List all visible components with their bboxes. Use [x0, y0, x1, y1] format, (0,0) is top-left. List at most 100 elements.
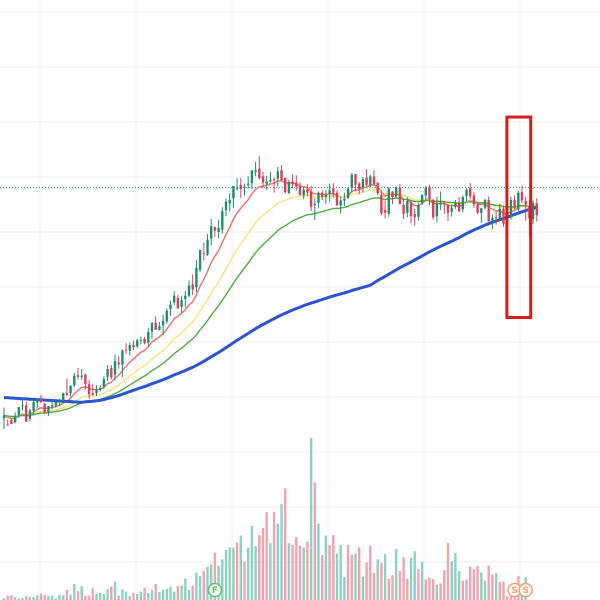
- candle-body[interactable]: [524, 201, 527, 205]
- candle-body[interactable]: [531, 202, 535, 219]
- candle-body[interactable]: [509, 199, 513, 218]
- candle-body[interactable]: [291, 181, 294, 185]
- candle-body[interactable]: [232, 185, 235, 199]
- candle-body[interactable]: [276, 171, 279, 179]
- candle-body[interactable]: [494, 217, 498, 219]
- candle-body[interactable]: [332, 188, 335, 193]
- candle-body[interactable]: [50, 405, 54, 407]
- candle-body[interactable]: [136, 340, 139, 347]
- candle-body[interactable]: [369, 176, 372, 185]
- candle-body[interactable]: [387, 188, 390, 214]
- candle-body[interactable]: [435, 203, 439, 217]
- candle-body[interactable]: [139, 339, 143, 341]
- candle-body[interactable]: [224, 201, 228, 210]
- candle-body[interactable]: [73, 375, 76, 386]
- candle-body[interactable]: [117, 362, 120, 365]
- candle-body[interactable]: [417, 204, 420, 217]
- candle-body[interactable]: [439, 202, 442, 205]
- candle-body[interactable]: [28, 410, 32, 419]
- candle-body[interactable]: [372, 176, 376, 185]
- candle-body[interactable]: [339, 200, 342, 206]
- candle-body[interactable]: [243, 186, 246, 188]
- candle-body[interactable]: [446, 204, 450, 213]
- candle-body[interactable]: [365, 177, 368, 185]
- candle-body[interactable]: [261, 176, 265, 183]
- candle-body[interactable]: [32, 402, 35, 411]
- candle-body[interactable]: [154, 322, 157, 330]
- candle-body[interactable]: [6, 424, 9, 426]
- candle-body[interactable]: [184, 295, 187, 300]
- candle-body[interactable]: [91, 393, 94, 395]
- candle-body[interactable]: [99, 388, 102, 390]
- candle-body[interactable]: [432, 199, 435, 218]
- candle-body[interactable]: [110, 367, 113, 378]
- candle-body[interactable]: [36, 398, 39, 403]
- candle-body[interactable]: [228, 199, 231, 204]
- candle-body[interactable]: [169, 304, 172, 310]
- candle-body[interactable]: [280, 170, 283, 181]
- candle-body[interactable]: [302, 189, 305, 196]
- candle-body[interactable]: [165, 310, 168, 322]
- candle-body[interactable]: [480, 208, 483, 213]
- candle-body[interactable]: [469, 188, 472, 197]
- candle-body[interactable]: [25, 405, 28, 422]
- candle-body[interactable]: [535, 203, 538, 216]
- candle-body[interactable]: [420, 194, 424, 203]
- candle-body[interactable]: [335, 192, 339, 206]
- candle-body[interactable]: [398, 187, 402, 204]
- candle-body[interactable]: [269, 179, 272, 182]
- candle-body[interactable]: [62, 393, 65, 401]
- candle-body[interactable]: [487, 199, 490, 222]
- candle-body[interactable]: [517, 192, 520, 210]
- candle-body[interactable]: [210, 226, 213, 239]
- candle-body[interactable]: [150, 322, 154, 332]
- candle-body[interactable]: [358, 183, 361, 190]
- candle-body[interactable]: [191, 284, 194, 290]
- candle-body[interactable]: [350, 174, 353, 189]
- event-marker[interactable]: [518, 582, 533, 598]
- candle-body[interactable]: [402, 204, 405, 214]
- candle-body[interactable]: [450, 207, 453, 212]
- candle-body[interactable]: [176, 297, 180, 309]
- candle-body[interactable]: [239, 184, 242, 190]
- candle-body[interactable]: [69, 385, 72, 394]
- candle-body[interactable]: [43, 403, 46, 413]
- candle-body[interactable]: [454, 203, 457, 207]
- candle-body[interactable]: [383, 210, 387, 213]
- candle-body[interactable]: [272, 179, 276, 181]
- candle-body[interactable]: [465, 189, 468, 196]
- candle-body[interactable]: [391, 191, 394, 198]
- candle-body[interactable]: [428, 187, 431, 200]
- candle-body[interactable]: [502, 208, 505, 224]
- candle-body[interactable]: [65, 393, 69, 395]
- candle-body[interactable]: [461, 197, 464, 210]
- candle-body[interactable]: [472, 195, 476, 205]
- candle-body[interactable]: [513, 199, 516, 209]
- candle-body[interactable]: [206, 239, 209, 255]
- candle-body[interactable]: [483, 199, 487, 208]
- candle-body[interactable]: [113, 361, 117, 375]
- candle-body[interactable]: [343, 198, 346, 201]
- candle-body[interactable]: [346, 188, 350, 199]
- candle-body[interactable]: [84, 374, 87, 385]
- candle-body[interactable]: [102, 379, 106, 387]
- candle-body[interactable]: [147, 332, 150, 343]
- candle-body[interactable]: [298, 186, 302, 195]
- candle-body[interactable]: [491, 217, 494, 221]
- candle-body[interactable]: [295, 182, 298, 187]
- candle-body[interactable]: [443, 202, 446, 205]
- candle-body[interactable]: [284, 178, 287, 193]
- candle-body[interactable]: [187, 285, 191, 296]
- candle-body[interactable]: [10, 420, 13, 424]
- candle-body[interactable]: [173, 295, 176, 303]
- candle-body[interactable]: [409, 202, 413, 217]
- candle-body[interactable]: [128, 344, 131, 351]
- candle-body[interactable]: [498, 208, 501, 218]
- candle-body[interactable]: [520, 192, 524, 201]
- candle-body[interactable]: [250, 170, 254, 184]
- candle-body[interactable]: [361, 179, 365, 188]
- candle-body[interactable]: [217, 227, 220, 232]
- candle-body[interactable]: [198, 249, 202, 270]
- candle-body[interactable]: [80, 375, 83, 377]
